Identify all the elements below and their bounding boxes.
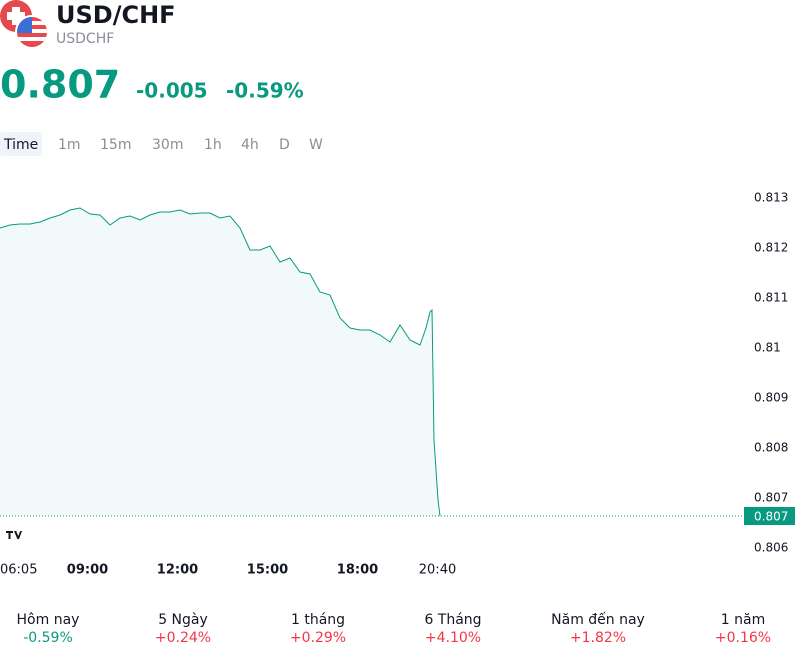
- period-change: +0.16%: [715, 630, 771, 646]
- period-name[interactable]: 1 năm: [721, 612, 765, 628]
- tab[interactable]: 4h: [241, 137, 259, 153]
- tabs: Time 1m 15m 30m 1h 4h D W: [0, 132, 323, 156]
- period-change: +0.24%: [155, 630, 211, 646]
- logo-bg: [0, 523, 26, 549]
- y-tick-label: 0.811: [754, 291, 788, 305]
- symbol: USDCHF: [56, 31, 114, 47]
- price: 0.807: [0, 63, 120, 107]
- y-tick-label: 0.808: [754, 441, 788, 455]
- chart: 0.806 0.807 0.808 0.809 0.81 0.811 0.812 0.813 0…: [0, 191, 795, 578]
- tab[interactable]: D: [279, 137, 290, 153]
- logo: [6, 531, 22, 539]
- tab[interactable]: Time: [3, 137, 38, 153]
- y-tick-label: 0.807: [754, 491, 788, 505]
- swiss-cross: [7, 12, 25, 20]
- x-tick-label: 06:05: [0, 563, 37, 578]
- periods: Hôm nay -0.59% 5 Ngày +0.24% 1 tháng +0.29% 6 …: [17, 611, 772, 646]
- period-change: +1.82%: [570, 630, 626, 646]
- period-name[interactable]: Năm đến nay: [551, 611, 645, 628]
- area-fill: [0, 208, 440, 516]
- period-name[interactable]: 6 Tháng: [424, 612, 481, 628]
- flags: [0, 0, 49, 49]
- tab[interactable]: 1h: [204, 137, 222, 153]
- y-tick-label: 0.81: [754, 341, 781, 355]
- y-tick-label: 0.813: [754, 191, 788, 205]
- x-tick-label: 12:00: [157, 563, 198, 578]
- tab[interactable]: 15m: [100, 137, 131, 153]
- period-change: +0.29%: [290, 630, 346, 646]
- period-name[interactable]: Hôm nay: [17, 612, 80, 628]
- tab[interactable]: 1m: [58, 137, 81, 153]
- tab[interactable]: 30m: [152, 137, 183, 153]
- period-name[interactable]: 1 tháng: [291, 612, 345, 628]
- period-change: -0.59%: [23, 630, 73, 646]
- tv-logo: [0, 523, 26, 549]
- x-tick-label: 20:40: [419, 563, 456, 578]
- y-tick-label: 0.812: [754, 241, 788, 255]
- change-percent: -0.59%: [226, 79, 304, 103]
- y-tick-label: 0.806: [754, 541, 788, 555]
- tab[interactable]: W: [309, 137, 323, 153]
- change: -0.005: [136, 79, 208, 103]
- x-tick-label: 18:00: [337, 563, 378, 578]
- tab-active-bg: [0, 132, 42, 156]
- last-price-tag: [744, 507, 795, 525]
- y-tick-label: 0.809: [754, 391, 788, 405]
- title: USD/CHF: [56, 1, 176, 29]
- period-change: +4.10%: [425, 630, 481, 646]
- period-name[interactable]: 5 Ngày: [158, 612, 208, 628]
- x-tick-label: 09:00: [67, 563, 108, 578]
- price-line: [0, 207, 441, 517]
- last-price-label: 0.807: [754, 510, 788, 524]
- x-tick-label: 15:00: [247, 563, 288, 578]
